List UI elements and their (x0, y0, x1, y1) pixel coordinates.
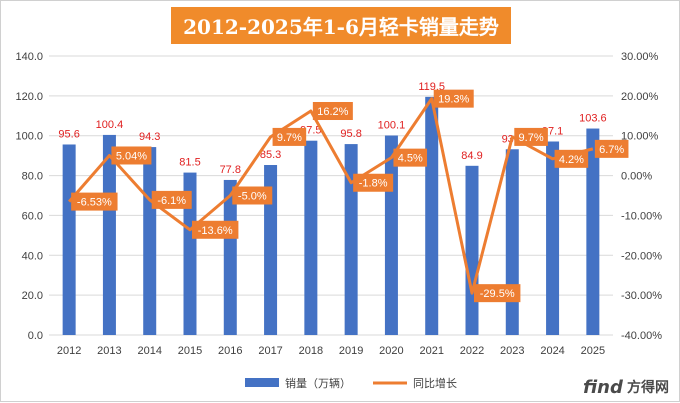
bar (183, 172, 197, 335)
bar-value-label: 94.3 (139, 131, 160, 143)
y-left-tick: 140.0 (15, 51, 43, 63)
growth-label-box (474, 284, 521, 303)
x-tick: 2021 (419, 345, 443, 357)
x-tick: 2015 (178, 345, 202, 357)
bar (505, 149, 519, 335)
growth-label: -6.53% (77, 197, 112, 209)
growth-label-box (514, 127, 548, 146)
watermark-brand: find (583, 377, 624, 398)
growth-label-box (71, 192, 118, 211)
growth-label: 4.2% (559, 154, 584, 166)
x-tick: 2019 (339, 345, 363, 357)
chart-title: 2012-2025年1-6月轻卡销量走势 (171, 7, 511, 44)
bar-value-label: 84.9 (461, 150, 482, 162)
x-tick: 2012 (57, 345, 81, 357)
y-right-tick: 10.00% (621, 131, 659, 143)
x-tick: 2017 (258, 345, 282, 357)
growth-label-box (192, 220, 239, 239)
growth-label: -1.8% (359, 178, 388, 190)
bar (586, 128, 600, 335)
bar (465, 165, 479, 335)
x-tick: 2023 (500, 345, 524, 357)
bar (264, 165, 278, 335)
y-left-tick: 120.0 (15, 91, 43, 103)
growth-label: -5.0% (238, 191, 267, 203)
x-tick: 2025 (581, 345, 605, 357)
x-tick: 2020 (379, 345, 403, 357)
x-tick: 2024 (540, 345, 564, 357)
growth-label-box (594, 139, 629, 158)
growth-label: 9.7% (519, 132, 544, 144)
growth-label-box (232, 186, 273, 205)
legend-line-label: 同比增长 (413, 376, 457, 390)
growth-label-box (393, 148, 428, 167)
growth-label: -13.6% (198, 225, 233, 237)
bar (102, 134, 116, 335)
growth-label-box (312, 102, 353, 121)
growth-label: 9.7% (277, 132, 302, 144)
growth-label: 6.7% (599, 144, 624, 156)
growth-label: 19.3% (438, 94, 469, 106)
bar (304, 140, 318, 335)
bar (344, 144, 358, 335)
growth-label: -29.5% (480, 288, 515, 300)
bar (546, 141, 560, 335)
x-tick: 2016 (218, 345, 242, 357)
bar-value-label: 95.8 (340, 128, 361, 140)
watermark-cn: 方得网 (627, 379, 669, 396)
y-right-tick: -30.00% (621, 290, 662, 302)
growth-label: -6.1% (157, 195, 186, 207)
bar-value-label: 85.3 (260, 149, 281, 161)
legend-bar-swatch (245, 378, 279, 387)
legend-bar-label: 销量（万辆） (285, 376, 351, 390)
growth-label-box (272, 127, 307, 146)
growth-label-box (554, 149, 589, 168)
growth-label: 16.2% (317, 106, 348, 118)
bar (62, 144, 76, 335)
bar-value-label: 100.4 (96, 119, 124, 131)
y-left-tick: 40.0 (22, 250, 43, 262)
y-right-tick: -40.00% (621, 330, 662, 342)
y-left-tick: 0.0 (28, 330, 43, 342)
y-left-tick: 80.0 (22, 171, 43, 183)
x-tick: 2022 (460, 345, 484, 357)
growth-label: 4.5% (398, 153, 423, 165)
y-right-tick: 30.00% (621, 51, 659, 63)
bar (143, 147, 157, 335)
y-right-tick: -20.00% (621, 250, 662, 262)
x-tick: 2013 (97, 345, 121, 357)
growth-label-box (111, 146, 152, 165)
bar-value-label: 95.6 (58, 128, 79, 140)
bar (223, 179, 237, 335)
y-right-tick: 20.00% (621, 91, 659, 103)
y-left-tick: 100.0 (15, 131, 43, 143)
bar-value-label: 103.6 (579, 113, 607, 125)
growth-label-box (151, 190, 192, 209)
bar-value-label: 77.8 (220, 164, 241, 176)
y-right-tick: 0.00% (621, 171, 652, 183)
bar (425, 96, 439, 335)
x-tick: 2018 (299, 345, 323, 357)
bar-value-label: 81.5 (179, 157, 200, 169)
bar-value-label: 100.1 (378, 120, 406, 132)
y-right-tick: -10.00% (621, 210, 662, 222)
y-left-tick: 20.0 (22, 290, 43, 302)
growth-label: 5.04% (116, 150, 147, 162)
y-left-tick: 60.0 (22, 210, 43, 222)
growth-label-box (353, 173, 394, 192)
x-tick: 2014 (137, 345, 161, 357)
growth-label-box (433, 89, 474, 108)
